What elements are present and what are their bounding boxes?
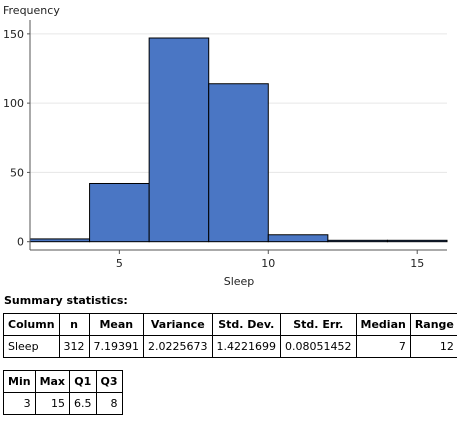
table1-cell: 12	[409, 335, 457, 358]
histogram-bar	[148, 37, 210, 243]
axes: 0 50 100 150 5 10 15	[3, 20, 447, 270]
table1-header-cell: Median	[355, 313, 411, 336]
table2-header-cell: Q3	[95, 370, 123, 393]
histogram-bar	[89, 182, 150, 243]
table1-cell: 2.0225673	[143, 335, 213, 358]
table2-cell: 6.5	[69, 392, 97, 415]
table2-header-cell: Q1	[69, 370, 97, 393]
table1-header-cell: Mean	[88, 313, 145, 336]
y-tick-label: 100	[3, 97, 24, 110]
histogram-bar	[208, 83, 269, 243]
table2-cell: 3	[3, 392, 36, 415]
y-tick-label: 150	[3, 28, 24, 41]
table2-cell: 8	[95, 392, 123, 415]
table1-cell: Sleep	[3, 335, 60, 358]
table1-cell: 312	[58, 335, 90, 358]
table1-cell: 0.08051452	[280, 335, 357, 358]
table-row: Sleep 312 7.19391 2.0225673 1.4221699 0.08051…	[3, 335, 457, 358]
table1-header-cell: Variance	[143, 313, 213, 336]
table1-header-cell: Std. Err.	[280, 313, 357, 336]
quartiles-table-header: Min Max Q1 Q3	[3, 370, 123, 393]
table1-header-cell: n	[58, 313, 90, 336]
table1-cell: 7	[355, 335, 411, 358]
x-axis-label: Sleep	[224, 275, 255, 288]
table2-cell: 15	[34, 392, 71, 415]
table1-cell: 1.4221699	[211, 335, 282, 358]
table1-header-cell: Range	[409, 313, 457, 336]
x-tick-label: 15	[410, 257, 424, 270]
table1-cell: 7.19391	[88, 335, 145, 358]
histogram-chart: 0 50 100 150 5 10 15 Frequency Sleep	[3, 4, 448, 288]
table2-header-cell: Min	[3, 370, 36, 393]
histogram-bar	[386, 239, 448, 243]
histogram-bars	[29, 37, 448, 243]
table1-header-cell: Column	[3, 313, 60, 336]
table1-header-cell: Std. Dev.	[211, 313, 282, 336]
summary-table-quartiles: Min Max Q1 Q3 3 15 6.5 8	[3, 370, 123, 415]
summary-title: Summary statistics:	[4, 294, 128, 307]
table2-header-cell: Max	[34, 370, 71, 393]
histogram-bar	[267, 234, 329, 243]
y-tick-label: 0	[17, 236, 24, 249]
x-tick-label: 10	[261, 257, 275, 270]
y-axis-label: Frequency	[3, 4, 60, 17]
histogram-bar	[327, 239, 388, 243]
histogram-bar	[29, 238, 91, 243]
summary-table-header: Column n Mean Variance Std. Dev. Std. Err. Med…	[3, 313, 457, 336]
y-tick-label: 50	[10, 166, 24, 179]
x-tick-label: 5	[116, 257, 123, 270]
summary-table-main: Column n Mean Variance Std. Dev. Std. Err. Med…	[3, 313, 457, 358]
table-row: 3 15 6.5 8	[3, 392, 123, 415]
